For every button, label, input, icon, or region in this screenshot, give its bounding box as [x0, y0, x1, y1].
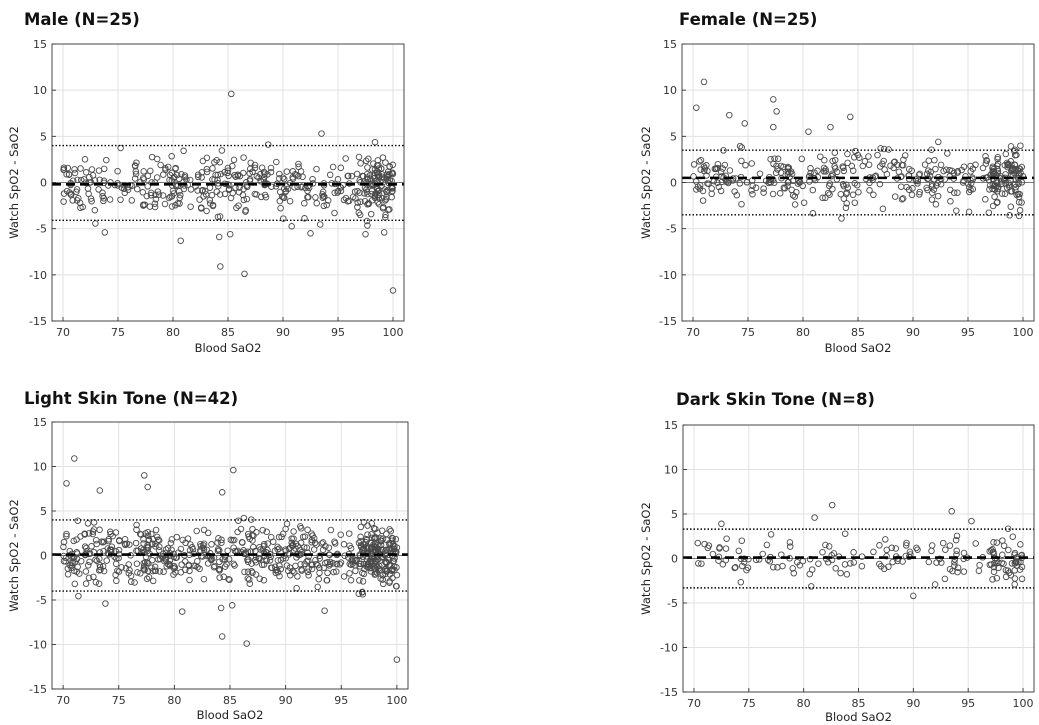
y-tick-label: -5 — [36, 594, 47, 607]
x-tick-label: 85 — [852, 697, 866, 710]
y-tick-label: -15 — [659, 315, 677, 328]
x-tick-label: 90 — [276, 326, 290, 339]
x-tick-label: 100 — [383, 326, 404, 339]
y-tick-label: -15 — [660, 686, 678, 699]
y-tick-label: 5 — [670, 130, 677, 143]
x-tick-label: 90 — [279, 694, 293, 707]
y-tick-label: -10 — [29, 639, 47, 652]
x-tick-label: 80 — [166, 326, 180, 339]
y-tick-label: -15 — [29, 315, 47, 328]
y-tick-label: -15 — [29, 683, 47, 696]
chart-panel-1: Male (N=25) 70 75 80 85 90 95 100 -15 -10 -5 0 5 10 15… — [7, 10, 404, 355]
x-tick-label: 100 — [386, 694, 407, 707]
y-tick-label: 0 — [40, 550, 47, 563]
x-tick-label: 70 — [686, 326, 700, 339]
y-axis-label: Watch SpO2 - SaO2 — [639, 126, 653, 239]
y-tick-label: 0 — [670, 177, 677, 190]
y-axis-label: Watch SpO2 - SaO2 — [7, 499, 21, 612]
y-axis-label: Watch SpO2 - SaO2 — [7, 126, 21, 239]
x-tick-label: 90 — [906, 697, 920, 710]
y-tick-label: 5 — [40, 505, 47, 518]
x-tick-label: 85 — [851, 326, 865, 339]
y-tick-label: -10 — [660, 642, 678, 655]
x-tick-label: 90 — [906, 326, 920, 339]
y-tick-label: 10 — [33, 461, 47, 474]
y-tick-label: 15 — [663, 38, 677, 51]
y-tick-label: 10 — [664, 464, 678, 477]
x-tick-label: 75 — [112, 694, 126, 707]
x-axis-label: Blood SaO2 — [197, 708, 264, 722]
x-tick-label: 80 — [797, 697, 811, 710]
x-tick-label: 95 — [334, 694, 348, 707]
x-tick-label: 70 — [56, 694, 70, 707]
y-axis-label: Watch SpO2 - SaO2 — [639, 502, 653, 615]
chart-title: Dark Skin Tone (N=8) — [676, 390, 875, 409]
x-tick-label: 85 — [223, 694, 237, 707]
x-tick-label: 75 — [741, 326, 755, 339]
y-tick-label: 10 — [33, 84, 47, 97]
y-tick-label: -5 — [666, 223, 677, 236]
x-tick-label: 70 — [687, 697, 701, 710]
y-tick-label: 15 — [664, 419, 678, 432]
y-tick-label: 5 — [671, 508, 678, 521]
y-tick-label: -5 — [667, 597, 678, 610]
y-tick-label: 10 — [663, 84, 677, 97]
y-tick-label: 15 — [33, 416, 47, 429]
chart-panel-2: Female (N=25) 70 75 80 85 90 95 100 -15 -10 -5 0 5 10… — [639, 10, 1034, 355]
chart-panel-3: Light Skin Tone (N=42)70 75 80 85 90 95 100-15… — [7, 389, 408, 722]
x-tick-label: 75 — [111, 326, 125, 339]
x-axis-label: Blood SaO2 — [825, 710, 892, 724]
x-tick-label: 80 — [167, 694, 181, 707]
y-tick-label: -10 — [29, 269, 47, 282]
x-tick-label: 80 — [796, 326, 810, 339]
x-axis-label: Blood SaO2 — [825, 341, 892, 355]
y-tick-label: 0 — [671, 553, 678, 566]
x-tick-label: 100 — [1013, 697, 1034, 710]
x-tick-label: 95 — [331, 326, 345, 339]
x-tick-label: 75 — [742, 697, 756, 710]
x-axis-label: Blood SaO2 — [195, 341, 262, 355]
x-tick-label: 100 — [1013, 326, 1034, 339]
x-tick-label: 95 — [961, 326, 975, 339]
chart-title: Light Skin Tone (N=42) — [24, 389, 238, 408]
y-tick-label: -10 — [659, 269, 677, 282]
x-tick-label: 70 — [56, 326, 70, 339]
chart-panel-4: Dark Skin Tone (N=8)70 75 80 85 90 95 100-15-1… — [639, 390, 1034, 724]
y-tick-label: 15 — [33, 38, 47, 51]
x-tick-label: 85 — [221, 326, 235, 339]
y-tick-label: 0 — [40, 177, 47, 190]
chart-title: Male (N=25) — [24, 10, 140, 29]
chart-title: Female (N=25) — [679, 10, 817, 29]
y-tick-label: -5 — [36, 223, 47, 236]
x-tick-label: 95 — [961, 697, 975, 710]
y-tick-label: 5 — [40, 130, 47, 143]
